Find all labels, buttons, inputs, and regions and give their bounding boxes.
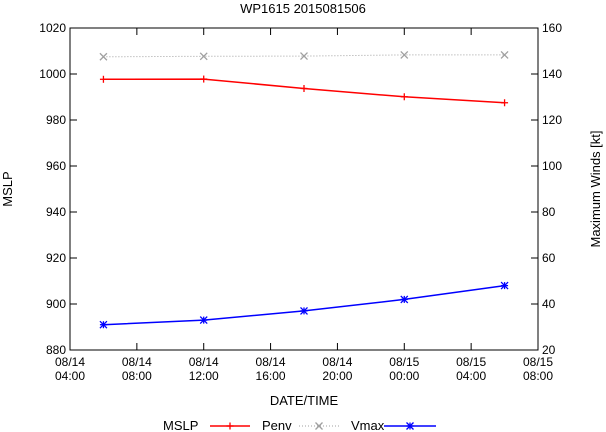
x-tick-label-date: 08/14: [322, 355, 352, 369]
y-left-tick-label: 1020: [39, 21, 66, 35]
legend-title: MSLP: [163, 418, 198, 432]
y-left-tick-label: 880: [46, 343, 66, 357]
y-right-tick-label: 120: [542, 113, 562, 127]
series-point-2: [500, 281, 509, 290]
ticks-layer: 880 900 920 940 960 980 1000 1020 20 40 60 80 100 120…: [39, 21, 562, 383]
series-point-2-stroke: [400, 295, 409, 304]
y-right-tick-label: 100: [542, 159, 562, 173]
y-axis-title-left: MSLP: [0, 171, 15, 206]
legend-label-penv: Penv: [262, 418, 292, 432]
x-tick-label-date: 08/15: [523, 355, 553, 369]
y-right-tick-label: 40: [542, 297, 556, 311]
series-point-2-stroke: [500, 281, 509, 290]
legend-swatch-marker-2-stroke: [406, 422, 414, 430]
x-tick-label-time: 08:00: [122, 369, 152, 383]
series-point-0: [99, 75, 107, 83]
legend-swatch-marker-1-stroke: [315, 422, 323, 430]
y-left-tick-label: 900: [46, 297, 66, 311]
series-point-1: [400, 50, 409, 59]
y-right-tick-label: 60: [542, 251, 556, 265]
series-point-0: [400, 93, 408, 101]
series-point-1-stroke: [99, 52, 108, 61]
series-layer: [99, 50, 509, 329]
x-tick-label-date: 08/14: [122, 355, 152, 369]
x-tick-label-time: 20:00: [322, 369, 352, 383]
y-right-tick-label: 80: [542, 205, 556, 219]
series-point-1: [99, 52, 108, 61]
y-left-tick-label: 960: [46, 159, 66, 173]
series-point-0: [501, 99, 509, 107]
y-right-tick-label: 20: [542, 343, 556, 357]
series-point-1: [500, 50, 509, 59]
series-point-2-stroke: [99, 320, 108, 329]
y-right-tick-label: 140: [542, 67, 562, 81]
y-left-tick-label: 940: [46, 205, 66, 219]
series-point-2: [400, 295, 409, 304]
series-point-1: [300, 52, 308, 61]
legend-swatch-marker-1: [315, 422, 323, 430]
series-point-1-stroke: [300, 52, 308, 61]
series-line-1: [103, 54, 505, 58]
y-left-tick-label: 1000: [39, 67, 66, 81]
y-right-tick-label: 160: [542, 21, 562, 35]
x-axis-title: DATE/TIME: [270, 393, 339, 408]
legend-swatch-marker-0: [226, 422, 234, 430]
y-left-tick-label: 980: [46, 113, 66, 127]
x-tick-label-date: 08/14: [55, 355, 85, 369]
series-point-1-stroke: [500, 50, 509, 59]
x-tick-label-time: 12:00: [189, 369, 219, 383]
x-tick-label-date: 08/15: [389, 355, 419, 369]
series-point-1: [199, 52, 208, 61]
x-tick-label-date: 08/15: [456, 355, 486, 369]
chart-title: WP1615 2015081506: [240, 1, 366, 16]
legend-label-vmax: Vmax: [351, 418, 385, 432]
series-point-2: [99, 320, 108, 329]
series-point-2: [300, 306, 308, 315]
series-point-0: [300, 84, 308, 92]
x-tick-label-date: 08/14: [189, 355, 219, 369]
legend-swatches: [210, 422, 436, 430]
plot-frame: [69, 27, 539, 351]
series-point-1-stroke: [400, 50, 409, 59]
series-point-1-stroke: [199, 52, 208, 61]
x-tick-label-time: 04:00: [55, 369, 85, 383]
x-tick-label-time: 04:00: [456, 369, 486, 383]
y-axis-title-right: Maximum Winds [kt]: [588, 130, 603, 247]
series-point-2-stroke: [199, 316, 208, 325]
x-tick-label-time: 16:00: [256, 369, 286, 383]
x-tick-label-date: 08/14: [256, 355, 286, 369]
legend: MSLP Penv Vmax: [163, 418, 436, 432]
series-point-2: [199, 316, 208, 325]
series-point-2-stroke: [300, 306, 308, 315]
series-point-0: [200, 75, 208, 83]
legend-swatch-marker-2: [406, 422, 414, 430]
x-tick-label-time: 00:00: [389, 369, 419, 383]
y-left-tick-label: 920: [46, 251, 66, 265]
x-tick-label-time: 08:00: [523, 369, 553, 383]
